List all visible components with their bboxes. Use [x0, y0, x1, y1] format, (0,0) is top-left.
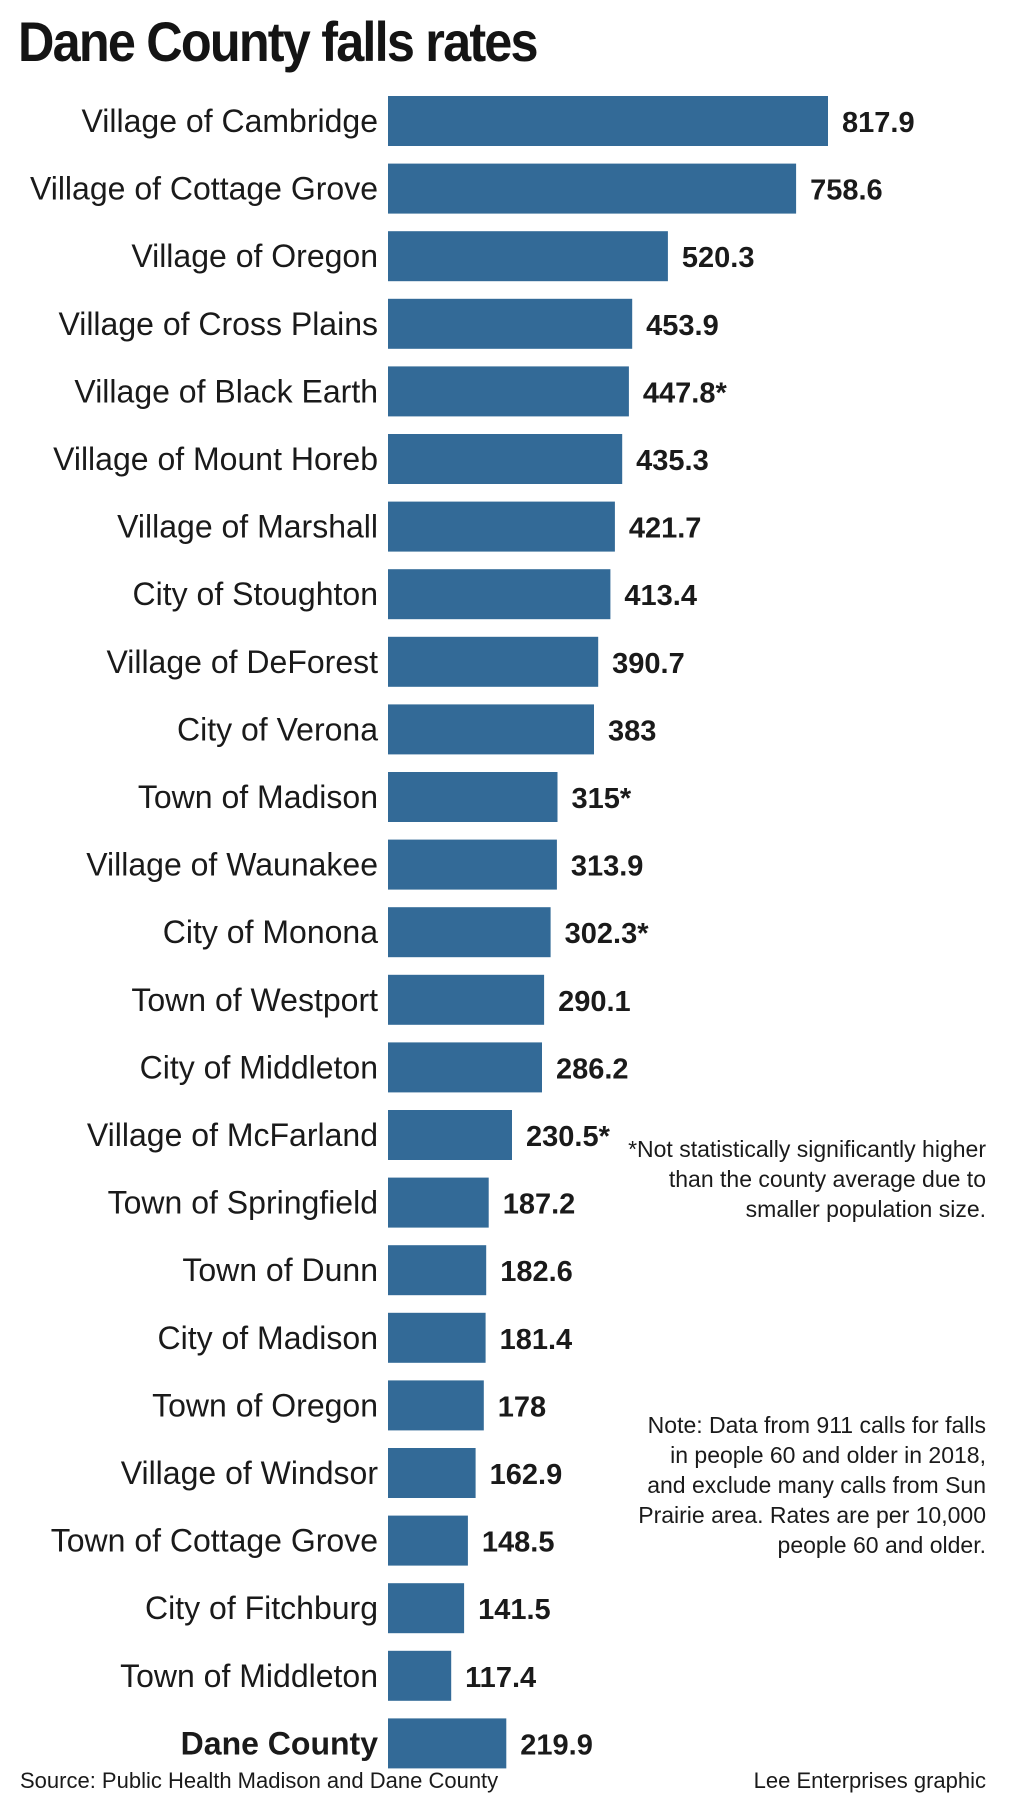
value-label-6: 421.7 [629, 513, 702, 545]
category-label-8: Village of DeForest [106, 644, 378, 680]
category-label-1: Village of Cottage Grove [30, 171, 378, 207]
bar-19 [388, 1380, 484, 1431]
category-label-9: City of Verona [177, 711, 378, 747]
bar-0 [388, 96, 828, 146]
category-label-5: Village of Mount Horeb [53, 441, 378, 477]
category-label-17: Town of Dunn [182, 1252, 378, 1288]
value-label-1: 758.6 [810, 175, 883, 207]
value-label-0: 817.9 [842, 107, 915, 139]
value-label-15: 230.5* [526, 1121, 611, 1153]
value-label-21: 148.5 [482, 1527, 555, 1559]
bar-1 [388, 163, 797, 214]
value-label-17: 182.6 [500, 1256, 573, 1288]
category-label-10: Town of Madison [138, 779, 378, 815]
category-label-6: Village of Marshall [117, 509, 378, 545]
value-label-3: 453.9 [646, 310, 719, 342]
bar-10 [388, 772, 558, 822]
value-label-20: 162.9 [490, 1459, 563, 1491]
bar-2 [388, 231, 668, 282]
value-label-10: 315* [571, 783, 631, 815]
category-label-19: Town of Oregon [152, 1387, 378, 1423]
value-label-16: 187.2 [503, 1189, 576, 1221]
category-label-16: Town of Springfield [108, 1185, 378, 1221]
category-label-4: Village of Black Earth [74, 373, 378, 409]
bar-18 [388, 1312, 486, 1363]
bar-12 [388, 907, 551, 958]
bar-9 [388, 704, 594, 755]
bar-8 [388, 636, 599, 687]
source-line: Source: Public Health Madison and Dane C… [20, 1768, 499, 1793]
value-label-18: 181.4 [500, 1324, 573, 1356]
bar-14 [388, 1042, 542, 1093]
bar-7 [388, 569, 611, 620]
category-label-13: Town of Westport [131, 982, 378, 1018]
value-label-7: 413.4 [624, 580, 697, 612]
value-label-9: 383 [608, 715, 656, 747]
bar-13 [388, 974, 545, 1025]
value-label-5: 435.3 [636, 445, 709, 477]
category-label-15: Village of McFarland [87, 1117, 378, 1153]
bar-24 [388, 1718, 507, 1769]
category-label-22: City of Fitchburg [145, 1590, 378, 1626]
bar-20 [388, 1448, 476, 1498]
bar-21 [388, 1515, 468, 1566]
bar-16 [388, 1177, 489, 1228]
asterisk-footnote: *Not statistically significantly higher … [628, 1136, 986, 1222]
category-label-18: City of Madison [157, 1320, 378, 1356]
bar-3 [388, 298, 633, 349]
category-label-20: Village of Windsor [121, 1455, 379, 1491]
value-label-23: 117.4 [465, 1662, 536, 1694]
category-label-24: Dane County [181, 1725, 379, 1761]
value-label-8: 390.7 [612, 648, 685, 680]
data-note: Note: Data from 911 calls for falls in p… [638, 1412, 986, 1558]
bar-23 [388, 1650, 452, 1701]
category-label-12: City of Monona [163, 914, 378, 950]
bar-4 [388, 366, 629, 417]
bar-11 [388, 839, 557, 890]
category-label-3: Village of Cross Plains [58, 306, 378, 342]
category-label-23: Town of Middleton [120, 1658, 378, 1694]
bar-6 [388, 501, 615, 552]
bar-17 [388, 1245, 487, 1296]
bar-5 [388, 434, 623, 484]
bar-15 [388, 1110, 512, 1160]
value-label-12: 302.3* [565, 918, 650, 950]
value-label-13: 290.1 [558, 986, 631, 1018]
value-label-11: 313.9 [571, 851, 644, 883]
category-label-0: Village of Cambridge [82, 103, 378, 139]
value-label-2: 520.3 [682, 242, 755, 274]
credit-line: Lee Enterprises graphic [753, 1768, 986, 1793]
value-label-4: 447.8* [643, 377, 728, 409]
value-label-19: 178 [498, 1391, 546, 1423]
value-label-14: 286.2 [556, 1053, 629, 1085]
category-label-2: Village of Oregon [131, 238, 378, 274]
category-label-11: Village of Waunakee [86, 847, 378, 883]
chart-title: Dane County falls rates [18, 10, 539, 73]
bar-22 [388, 1583, 465, 1634]
category-label-14: City of Middleton [140, 1049, 378, 1085]
value-label-24: 219.9 [520, 1729, 593, 1761]
category-label-21: Town of Cottage Grove [51, 1523, 378, 1559]
value-label-22: 141.5 [478, 1594, 551, 1626]
category-label-7: City of Stoughton [133, 576, 378, 612]
